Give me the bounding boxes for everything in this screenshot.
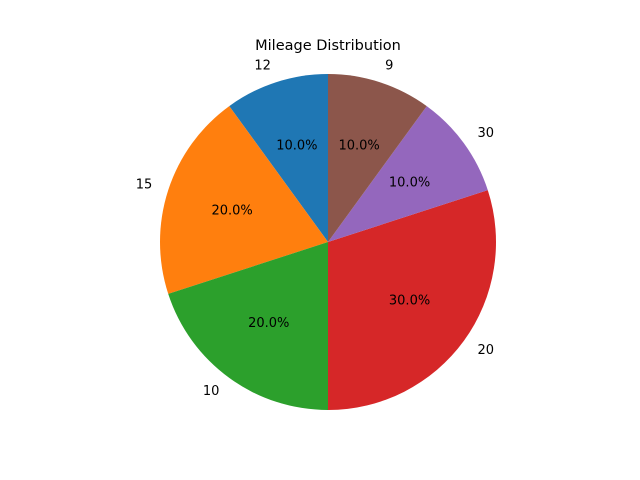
slice-percent-12: 10.0% (276, 139, 317, 154)
pie-slice-30 (328, 106, 488, 242)
chart-title: Mileage Distribution (255, 38, 401, 54)
pie-slice-10 (168, 242, 328, 410)
pie-slice-20 (328, 190, 496, 410)
pie-slice-15 (160, 106, 328, 294)
slice-label-10: 10 (203, 384, 220, 399)
slice-label-15: 15 (136, 177, 153, 192)
pie-slice-12 (229, 74, 328, 242)
slice-label-30: 30 (478, 126, 495, 141)
slice-percent-30: 10.0% (389, 175, 430, 190)
slice-percent-15: 20.0% (211, 203, 252, 218)
slice-label-20: 20 (478, 343, 495, 358)
slice-percent-10: 20.0% (248, 316, 289, 331)
pie-slice-9 (328, 74, 427, 242)
labels-layer: 12 10.0% 15 20.0% 10 20.0% 20 30.0% 30 10.0% 9 10.0… (136, 59, 494, 399)
slice-percent-20: 30.0% (389, 294, 430, 309)
slice-label-12: 12 (254, 59, 271, 74)
slice-percent-9: 10.0% (338, 139, 379, 154)
slices-layer (160, 74, 496, 410)
slice-label-9: 9 (385, 59, 393, 74)
